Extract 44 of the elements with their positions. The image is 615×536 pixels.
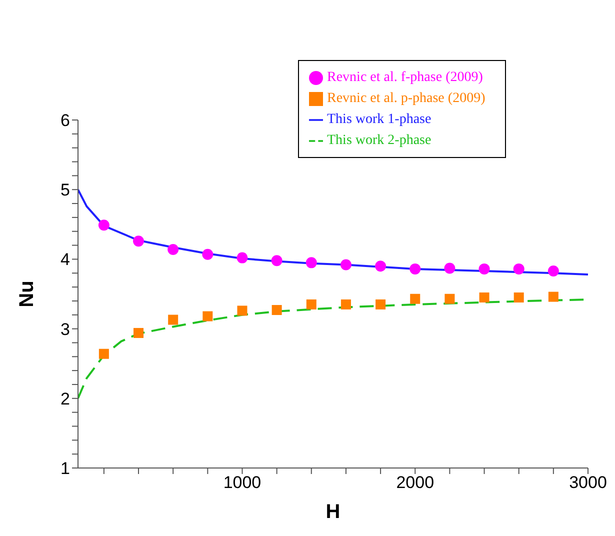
point [376, 299, 386, 310]
x-axis-title: H [326, 501, 340, 523]
point [375, 260, 386, 272]
point [98, 348, 109, 359]
point [272, 305, 282, 316]
point [306, 299, 316, 310]
point [340, 299, 351, 310]
point [202, 248, 214, 260]
y-tick-label: 2 [60, 389, 70, 408]
point [237, 306, 248, 316]
y-tick-label: 5 [60, 180, 70, 200]
point [444, 294, 455, 304]
point [513, 263, 524, 274]
point [514, 292, 524, 302]
point [478, 263, 490, 274]
x-tick-label: 2000 [396, 473, 434, 492]
legend-label: Revnic et al. p-phase (2009) [327, 91, 486, 106]
y-tick-label: 3 [60, 320, 70, 339]
point [548, 292, 558, 302]
line-series [78, 188, 588, 276]
point [134, 328, 144, 338]
y-tick-label: 4 [60, 250, 70, 270]
y-axis-title: Nu [16, 280, 38, 308]
legend-label: This work 1-phase [327, 112, 432, 127]
point [306, 257, 317, 268]
legend-label: This work 2-phase [327, 133, 432, 148]
point [271, 255, 282, 266]
point [410, 294, 420, 304]
x-tick-label: 1000 [223, 473, 262, 492]
point [444, 262, 456, 274]
point [410, 263, 421, 274]
point [340, 259, 352, 270]
point [236, 252, 248, 264]
point [548, 266, 559, 277]
point [168, 314, 178, 325]
y-tick-label: 6 [60, 111, 70, 130]
point [168, 244, 179, 255]
legend-label: Revnic et al. f-phase (2009) [327, 70, 483, 85]
point [133, 236, 144, 247]
point [479, 292, 490, 302]
x-tick-label: 3000 [569, 473, 607, 492]
y-tick-label: 1 [60, 459, 70, 478]
point [98, 220, 110, 231]
point [202, 311, 213, 322]
